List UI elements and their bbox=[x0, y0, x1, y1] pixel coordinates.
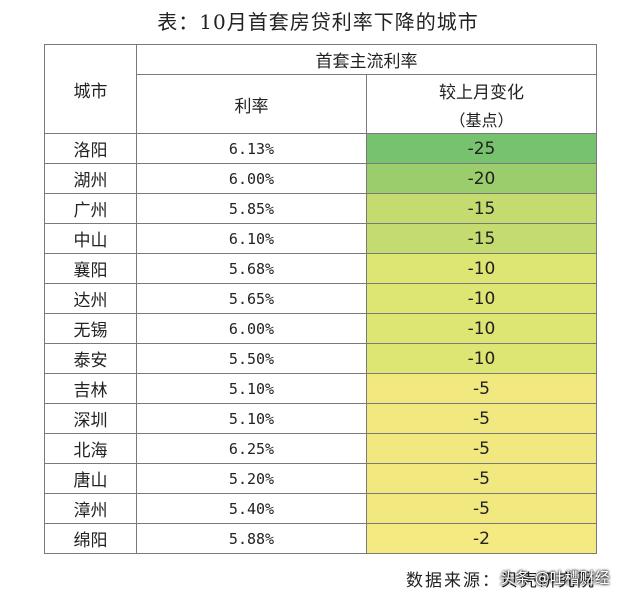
table-row: 唐山 5.20% -5 bbox=[44, 463, 597, 494]
rate-cell: 5.65% bbox=[136, 283, 367, 314]
city-cell: 漳州 bbox=[44, 493, 137, 524]
header-group: 首套主流利率 bbox=[136, 44, 597, 75]
city-cell: 泰安 bbox=[44, 343, 137, 374]
change-cell: -15 bbox=[366, 193, 597, 224]
rate-cell: 5.50% bbox=[136, 343, 367, 374]
change-cell: -5 bbox=[366, 373, 597, 404]
city-cell: 广州 bbox=[44, 193, 137, 224]
table-row: 达州 5.65% -10 bbox=[44, 283, 597, 314]
change-cell: -25 bbox=[366, 133, 597, 164]
watermark: 头条 @吐槽财经 bbox=[500, 569, 610, 587]
city-cell: 吉林 bbox=[44, 373, 137, 404]
table-row: 广州 5.85% -15 bbox=[44, 193, 597, 224]
table-row: 湖州 6.00% -20 bbox=[44, 163, 597, 194]
table-row: 吉林 5.10% -5 bbox=[44, 373, 597, 404]
change-cell: -2 bbox=[366, 523, 597, 554]
city-cell: 中山 bbox=[44, 223, 137, 254]
header-change: 较上月变化 （基点） bbox=[366, 74, 597, 134]
rate-cell: 6.25% bbox=[136, 433, 367, 464]
table-title: 表：10月首套房贷利率下降的城市 bbox=[157, 10, 479, 34]
table-row: 洛阳 6.13% -25 bbox=[44, 133, 597, 164]
header-city: 城市 bbox=[44, 44, 137, 134]
city-cell: 湖州 bbox=[44, 163, 137, 194]
rate-table: 城市 首套主流利率 利率 较上月变化 （基点） 洛阳 6.13% -25 湖州 6.00… bbox=[44, 44, 597, 554]
change-cell: -10 bbox=[366, 343, 597, 374]
change-cell: -10 bbox=[366, 253, 597, 284]
table-row: 泰安 5.50% -10 bbox=[44, 343, 597, 374]
change-cell: -10 bbox=[366, 313, 597, 344]
table-row: 北海 6.25% -5 bbox=[44, 433, 597, 464]
data-source: 数据来源：贝壳研究院 bbox=[406, 571, 596, 591]
city-cell: 深圳 bbox=[44, 403, 137, 434]
rate-cell: 6.13% bbox=[136, 133, 367, 164]
rate-cell: 5.10% bbox=[136, 373, 367, 404]
header-rate: 利率 bbox=[136, 74, 367, 134]
table-row: 无锡 6.00% -10 bbox=[44, 313, 597, 344]
change-cell: -5 bbox=[366, 493, 597, 524]
city-cell: 绵阳 bbox=[44, 523, 137, 554]
city-cell: 洛阳 bbox=[44, 133, 137, 164]
rate-cell: 5.10% bbox=[136, 403, 367, 434]
change-cell: -5 bbox=[366, 433, 597, 464]
table-row: 中山 6.10% -15 bbox=[44, 223, 597, 254]
rate-cell: 5.40% bbox=[136, 493, 367, 524]
table-row: 漳州 5.40% -5 bbox=[44, 493, 597, 524]
change-cell: -15 bbox=[366, 223, 597, 254]
city-cell: 达州 bbox=[44, 283, 137, 314]
rate-cell: 6.10% bbox=[136, 223, 367, 254]
rate-cell: 5.20% bbox=[136, 463, 367, 494]
rate-cell: 5.85% bbox=[136, 193, 367, 224]
rate-cell: 5.68% bbox=[136, 253, 367, 284]
table-row: 襄阳 5.68% -10 bbox=[44, 253, 597, 284]
header-change-line2: （基点） bbox=[449, 110, 514, 130]
city-cell: 唐山 bbox=[44, 463, 137, 494]
change-cell: -5 bbox=[366, 403, 597, 434]
rate-cell: 6.00% bbox=[136, 313, 367, 344]
table-row: 深圳 5.10% -5 bbox=[44, 403, 597, 434]
rate-cell: 6.00% bbox=[136, 163, 367, 194]
rate-cell: 5.88% bbox=[136, 523, 367, 554]
header-change-line1: 较上月变化 bbox=[439, 82, 524, 103]
change-cell: -20 bbox=[366, 163, 597, 194]
city-cell: 无锡 bbox=[44, 313, 137, 344]
city-cell: 北海 bbox=[44, 433, 137, 464]
table-row: 绵阳 5.88% -2 bbox=[44, 523, 597, 554]
change-cell: -10 bbox=[366, 283, 597, 314]
city-cell: 襄阳 bbox=[44, 253, 137, 284]
change-cell: -5 bbox=[366, 463, 597, 494]
